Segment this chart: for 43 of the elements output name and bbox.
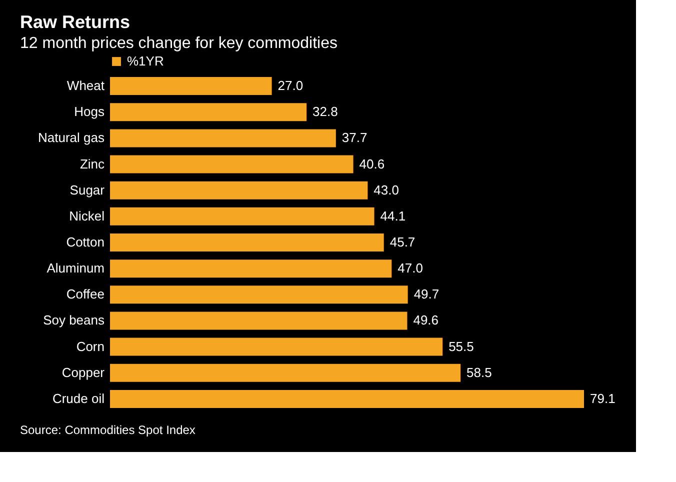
bar	[110, 390, 584, 408]
data-label: 55.5	[448, 338, 474, 354]
bar	[110, 77, 272, 96]
source-note: Source: Commodities Spot Index	[20, 423, 196, 437]
bar	[110, 181, 368, 200]
data-label: 32.8	[312, 104, 338, 120]
data-label: 49.6	[413, 312, 439, 328]
chart-subtitle: 12 month prices change for key commodities	[20, 35, 338, 52]
data-label: 58.5	[466, 364, 492, 380]
y-tick-label: Coffee	[66, 286, 104, 302]
y-tick-label: Cotton	[66, 234, 104, 250]
y-tick-label: Hogs	[74, 104, 105, 120]
bar	[110, 260, 392, 278]
data-label: 43.0	[374, 182, 399, 198]
y-tick-label: Sugar	[70, 182, 106, 198]
bar	[110, 312, 408, 330]
bar	[110, 103, 307, 122]
bar	[110, 338, 443, 356]
bar	[110, 364, 461, 382]
y-tick-label: Wheat	[66, 78, 105, 94]
y-tick-label: Crude oil	[52, 390, 105, 406]
legend-label: %1YR	[127, 54, 164, 68]
bar	[110, 207, 374, 226]
bar	[110, 129, 336, 148]
y-tick-label: Zinc	[80, 156, 105, 172]
y-tick-label: Corn	[76, 338, 104, 354]
y-tick-label: Nickel	[69, 208, 105, 224]
bar	[110, 155, 354, 174]
y-tick-label: Soy beans	[43, 312, 105, 328]
data-label: 49.7	[414, 286, 440, 302]
data-label: 40.6	[359, 156, 385, 172]
chart-title: Raw Returns	[20, 12, 130, 32]
data-label: 47.0	[398, 260, 423, 276]
y-tick-label: Aluminum	[46, 260, 104, 276]
data-label: 45.7	[390, 234, 416, 250]
bar	[110, 286, 408, 304]
data-label: 27.0	[278, 78, 304, 94]
data-label: 44.1	[380, 208, 406, 224]
bar	[110, 234, 384, 252]
y-tick-label: Copper	[62, 364, 106, 380]
data-label: 79.1	[590, 390, 616, 406]
data-label: 37.7	[342, 130, 368, 146]
y-tick-label: Natural gas	[38, 130, 105, 146]
